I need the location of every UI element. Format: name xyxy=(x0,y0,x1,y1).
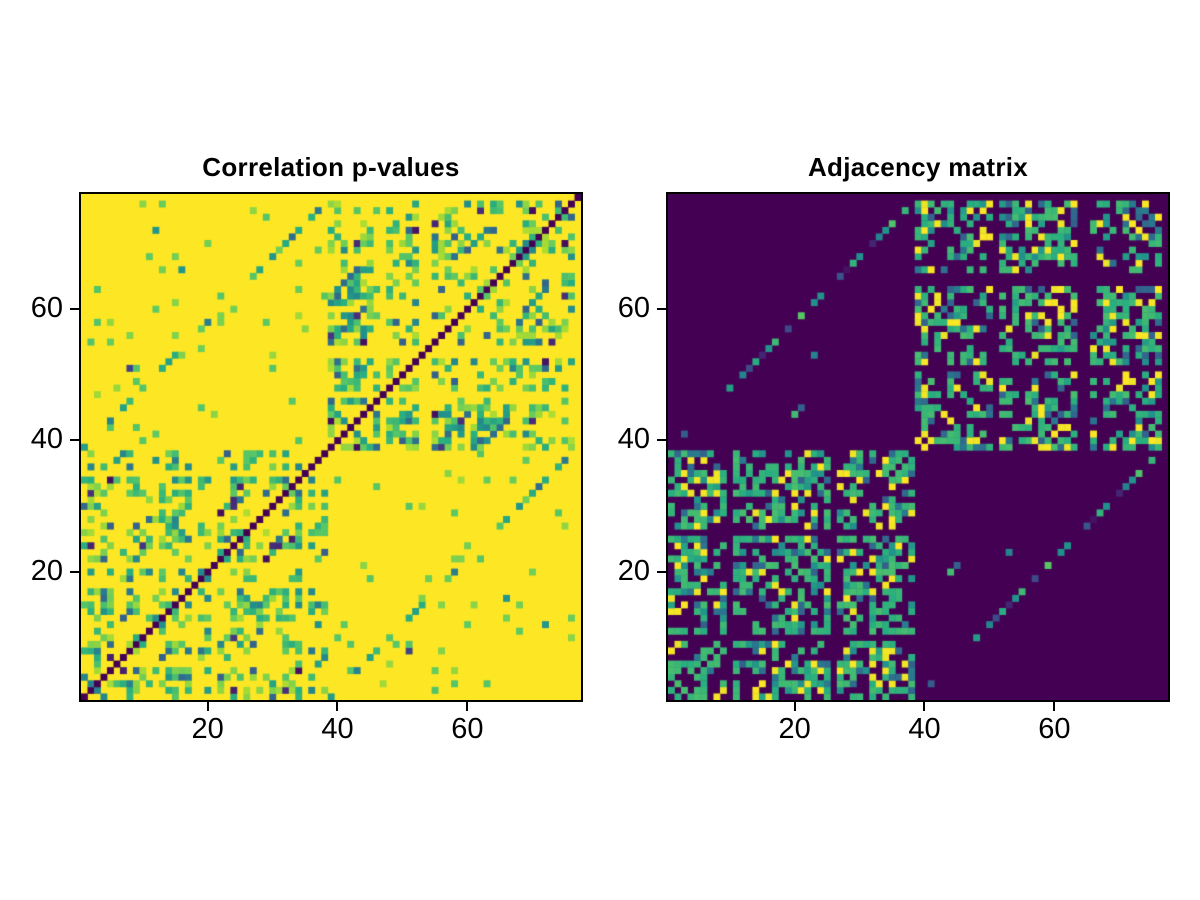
heatmap-canvas-adjacency-matrix xyxy=(668,194,1168,700)
plot-title-correlation-pvalues: Correlation p-values xyxy=(202,152,460,182)
y-tick-label: 60 xyxy=(617,292,650,324)
heatmap-canvas-correlation-pvalues xyxy=(81,194,581,700)
y-tick-label: 40 xyxy=(30,423,63,456)
plot-adjacency-matrix: Adjacency matrix 20 40 60 20 40 60 xyxy=(618,150,1170,770)
x-tick-label: 40 xyxy=(908,713,941,745)
x-tick-label: 60 xyxy=(451,713,484,745)
y-tick-label: 60 xyxy=(30,292,63,324)
plot-correlation-pvalues: Correlation p-values 20 40 60 20 40 60 xyxy=(31,150,583,770)
y-tick-mark xyxy=(657,439,666,442)
x-tick-mark xyxy=(923,702,926,711)
y-tick-mark xyxy=(70,570,79,573)
y-tick-label: 20 xyxy=(617,554,650,587)
x-tick-label: 40 xyxy=(321,713,354,745)
x-tick-label: 60 xyxy=(1038,713,1071,745)
y-tick-mark xyxy=(70,439,79,442)
x-tick-label: 20 xyxy=(191,713,224,745)
x-tick-mark xyxy=(206,702,209,711)
x-tick-label: 20 xyxy=(778,713,811,745)
y-tick-mark xyxy=(657,570,666,573)
y-tick-mark xyxy=(70,308,79,310)
y-tick-mark xyxy=(657,308,666,310)
heatmap-box-adjacency-matrix xyxy=(666,192,1170,702)
x-tick-mark xyxy=(1053,702,1056,711)
x-tick-mark xyxy=(336,702,339,711)
heatmap-box-correlation-pvalues xyxy=(79,192,583,702)
y-tick-label: 20 xyxy=(30,554,63,587)
x-tick-mark xyxy=(793,702,796,711)
plot-title-adjacency-matrix: Adjacency matrix xyxy=(807,152,1029,182)
y-tick-label: 40 xyxy=(617,423,650,456)
x-tick-mark xyxy=(466,702,469,711)
